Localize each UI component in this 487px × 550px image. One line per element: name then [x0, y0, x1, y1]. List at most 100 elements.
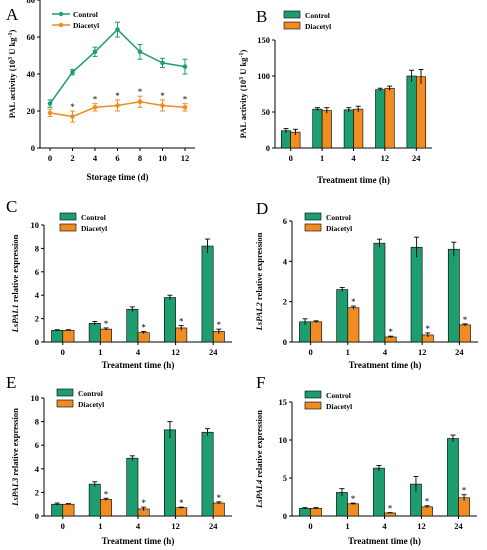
significance-mark: * [463, 315, 468, 325]
x-axis-title: Treatment time (h) [349, 360, 422, 370]
data-point [115, 103, 120, 108]
panel-label: D [256, 199, 268, 218]
y-tick-label: 0 [35, 511, 39, 521]
bar [88, 322, 101, 343]
y-tick-label: 50 [262, 107, 271, 117]
bar [310, 321, 323, 343]
significance-mark: * [138, 87, 143, 97]
y-axis-title: LsPAL2 relative expression [254, 232, 264, 331]
x-tick-label: 12 [171, 521, 180, 531]
data-point [47, 110, 53, 116]
bar [201, 245, 214, 343]
y-tick-label: 10 [31, 393, 40, 403]
data-point [182, 64, 188, 69]
significance-mark: * [426, 324, 431, 334]
y-tick-label: 6 [35, 440, 39, 450]
panel-a: A 0 20 40 60 80 0 2 4 6 8 10 12 Storage time (d) PAL a… [6, 0, 195, 182]
significance-mark: * [179, 498, 184, 508]
legend-label: Diacetyl [81, 224, 107, 233]
panel-b: B 0 50 100 150 0 1 4 12 24 Treatment time (h) PAL a… [238, 7, 432, 185]
x-tick-label: 4 [351, 153, 356, 163]
x-tick-label: 0 [48, 153, 52, 163]
significance-mark: * [183, 95, 188, 105]
bar [126, 308, 139, 343]
legend-label: Control [81, 213, 106, 222]
significance-mark: * [93, 95, 98, 105]
data-point [160, 103, 165, 108]
legend-swatch [304, 223, 322, 232]
bar [212, 502, 225, 517]
bar [373, 242, 386, 343]
y-tick-label: 0 [283, 337, 287, 347]
legend-label: Control [326, 391, 351, 400]
legend-marker [58, 11, 64, 17]
bar [353, 108, 364, 149]
x-tick-label: 0 [289, 153, 293, 163]
x-tick-label: 1 [345, 521, 349, 531]
bar [415, 76, 427, 149]
y-tick-label: 6 [35, 267, 39, 277]
legend-swatch [304, 401, 322, 410]
legend-swatch [59, 223, 77, 232]
x-tick-label: 12 [381, 153, 390, 163]
y-tick-label: 4 [35, 290, 40, 300]
x-tick-label: 4 [382, 521, 387, 531]
y-tick-label: 2 [283, 297, 287, 307]
bar [51, 503, 64, 517]
y-tick-label: 20 [27, 106, 36, 116]
bar [62, 503, 75, 517]
data-point [137, 99, 143, 105]
significance-mark: * [104, 319, 109, 329]
bar [375, 89, 386, 149]
bar [321, 110, 332, 149]
x-axis-title: Treatment time (h) [102, 360, 175, 370]
y-tick-label: 80 [27, 0, 36, 5]
legend-label: Diacetyl [78, 400, 104, 409]
data-point [47, 101, 53, 106]
x-tick-label: 4 [93, 153, 98, 163]
x-tick-label: 10 [158, 153, 167, 163]
y-axis-title: LsPAL4 relative expression [254, 410, 264, 509]
bar [310, 508, 322, 517]
y-axis-title: LsPAL1 relative expression [10, 234, 20, 333]
x-axis-title: Storage time (d) [87, 172, 149, 182]
bar [88, 483, 101, 517]
bar [347, 307, 360, 343]
y-tick-label: 10 [279, 435, 288, 445]
y-axis-title: LsPAL3 relative expression [10, 408, 20, 507]
data-point [115, 27, 120, 32]
bar [410, 246, 423, 343]
x-tick-label: 1 [346, 347, 350, 357]
bar [201, 431, 214, 517]
y-tick-label: 4 [283, 256, 288, 266]
bar [343, 109, 354, 149]
y-tick-label: 0 [283, 511, 287, 521]
bar [137, 332, 150, 343]
legend-swatch [304, 212, 322, 221]
y-tick-label: 5 [283, 473, 287, 483]
legend-label: Diacetyl [305, 22, 331, 31]
y-tick-label: 2 [35, 314, 39, 324]
bar [299, 508, 311, 517]
legend-label: Control [78, 389, 103, 398]
x-tick-label: 6 [115, 153, 119, 163]
legend-label: Control [305, 11, 330, 20]
x-tick-label: 12 [417, 521, 426, 531]
legend-swatch [59, 212, 77, 221]
legend-swatch [56, 388, 74, 397]
bar [164, 429, 176, 517]
bar [347, 503, 359, 517]
significance-mark: * [104, 489, 109, 499]
x-tick-label: 24 [209, 521, 218, 531]
x-tick-label: 12 [418, 347, 427, 357]
y-tick-label: 0 [35, 337, 39, 347]
bar [175, 507, 188, 517]
bar [100, 499, 112, 517]
x-tick-label: 1 [320, 153, 324, 163]
legend-label: Control [326, 213, 351, 222]
panel-label: A [6, 5, 19, 24]
significance-mark: * [425, 497, 430, 507]
x-axis-title: Treatment time (h) [317, 175, 390, 185]
